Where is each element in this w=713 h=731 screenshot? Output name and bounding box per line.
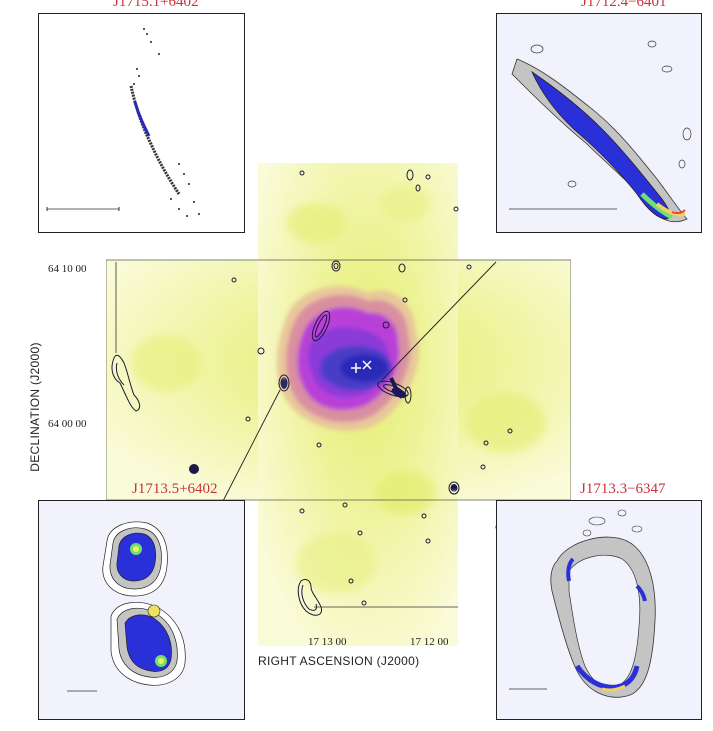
inset-top-left-svg [46, 28, 200, 217]
inset-top-left [38, 13, 245, 233]
main-image-svg [105, 163, 572, 646]
inset-title-top-right: J1712.4−6401 [581, 0, 667, 10]
x-axis-title: RIGHT ASCENSION (J2000) [258, 654, 420, 668]
inset-bottom-right [496, 500, 702, 720]
inset-bottom-right-svg [497, 501, 701, 719]
cluster-markers [351, 360, 372, 373]
x-tick-1: 17 13 00 [308, 636, 347, 648]
inset-top-right [496, 13, 702, 233]
inset-top-right-svg [497, 14, 701, 232]
inset-bottom-left-svg [39, 501, 244, 719]
main-xray-image [105, 163, 572, 646]
y-tick-2: 64 00 00 [48, 418, 87, 430]
inset-bottom-left [38, 500, 245, 720]
inset-title-bottom-right: J1713.3−6347 [580, 481, 666, 497]
y-tick-1: 64 10 00 [48, 263, 87, 275]
inset-title-top-left: J1715.1+6402 [113, 0, 199, 10]
inset-title-bottom-left: J1713.5+6402 [132, 481, 218, 497]
x-tick-2: 17 12 00 [410, 636, 449, 648]
y-axis-title: DECLINATION (J2000) [28, 342, 42, 472]
